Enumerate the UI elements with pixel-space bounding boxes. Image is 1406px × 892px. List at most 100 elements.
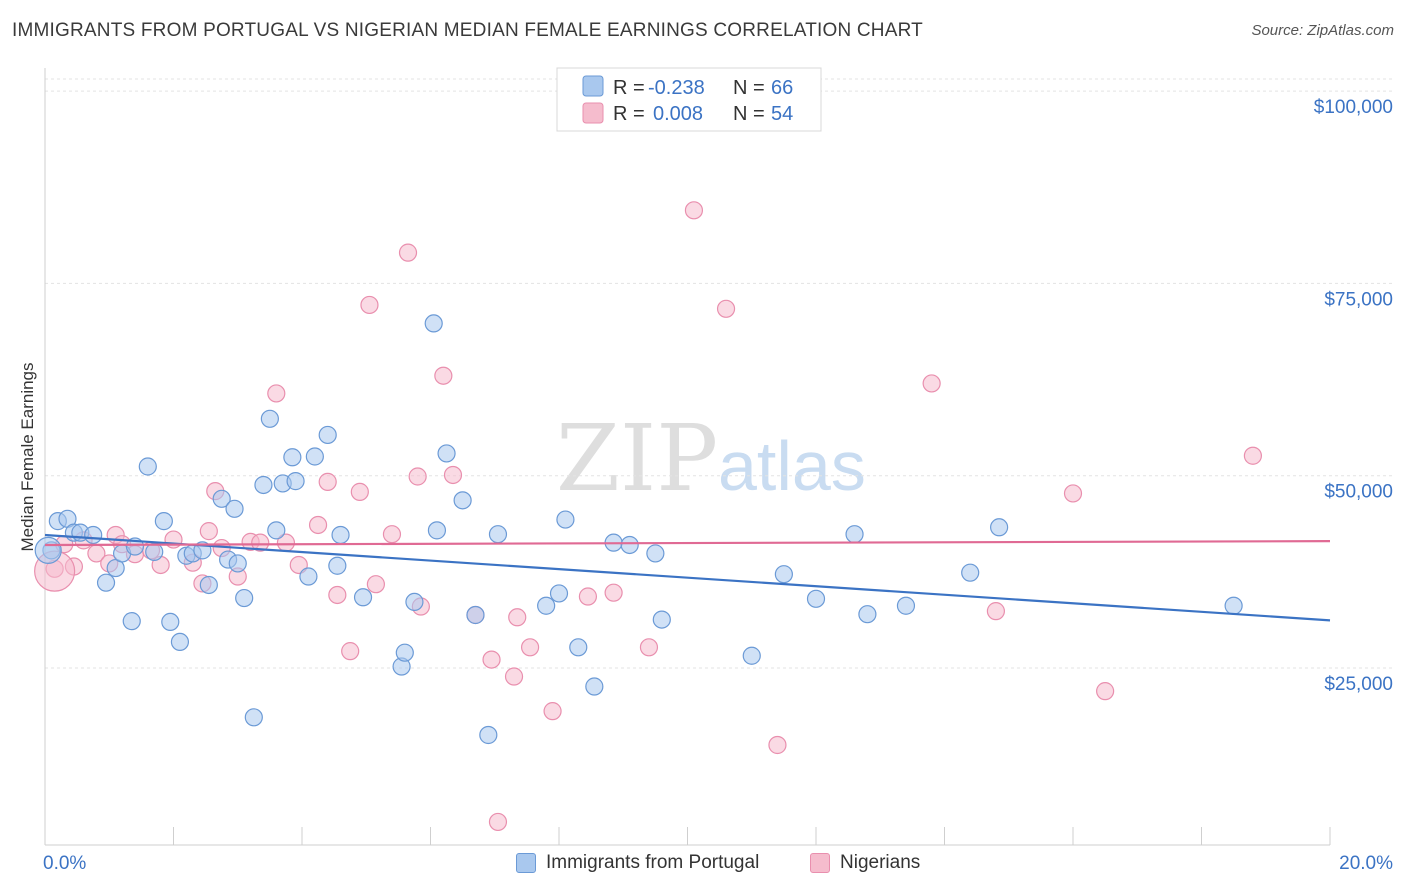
nigerians-point <box>922 374 941 393</box>
nigerians-point <box>488 812 508 832</box>
nigerians-point <box>504 667 524 686</box>
portugal-point <box>488 525 508 544</box>
legend-r-label-2: R = <box>613 103 645 125</box>
portugal-point <box>652 610 671 629</box>
trend-lines <box>44 533 1331 622</box>
portugal-point <box>569 638 588 657</box>
bottom-legend-label-portugal: Immigrants from Portugal <box>546 852 760 873</box>
nigerians-point <box>1063 484 1083 503</box>
bottom-legend-portugal: Immigrants from Portugal <box>516 852 759 874</box>
legend-r-label-1: R = <box>613 77 645 99</box>
portugal-point <box>858 605 877 624</box>
legend-n-label-1: N = <box>733 77 765 99</box>
x-tick-label-max: 20.0% <box>1339 853 1393 874</box>
nigerians-point <box>716 299 736 318</box>
portugal-point <box>1224 596 1243 615</box>
portugal-point <box>260 409 279 428</box>
nigerians-points <box>34 201 1263 832</box>
nigerians-point <box>1243 446 1263 465</box>
portugal-point <box>424 314 443 333</box>
portugal-point <box>453 491 472 510</box>
nigerians-point <box>639 638 659 657</box>
portugal-point <box>537 596 556 615</box>
nigerians-point <box>520 638 540 657</box>
portugal-point <box>283 448 302 467</box>
y-tick-labels: $25,000 $50,000 $75,000 $100,000 <box>1314 97 1393 695</box>
portugal-points <box>34 314 1243 745</box>
nigerians-point <box>360 295 379 315</box>
portugal-point <box>286 472 305 491</box>
nigerians-point <box>604 583 623 602</box>
portugal-point <box>225 499 244 518</box>
portugal-point <box>806 589 826 608</box>
nigerians-point <box>543 702 562 721</box>
legend-swatch-portugal <box>582 75 604 97</box>
nigerians-point <box>408 467 427 486</box>
portugal-point <box>267 521 286 540</box>
legend-r-value-1: -0.238 <box>648 77 705 99</box>
chart-title: IMMIGRANTS FROM PORTUGAL VS NIGERIAN MED… <box>12 20 923 41</box>
portugal-point <box>331 525 350 545</box>
portugal-point <box>305 447 324 466</box>
nigerians-point <box>443 465 463 485</box>
nigerians-point <box>986 602 1006 621</box>
nigerians-point <box>382 525 402 544</box>
portugal-point <box>405 592 424 611</box>
legend-n-value-1: 66 <box>771 77 793 99</box>
legend-n-label-2: N = <box>733 103 765 125</box>
y-tick-label: $25,000 <box>1324 674 1393 695</box>
portugal-point <box>990 518 1009 537</box>
portugal-point <box>122 612 141 631</box>
portugal-point <box>244 708 263 727</box>
portugal-point <box>845 525 864 544</box>
nigerians-point <box>578 587 598 606</box>
portugal-point <box>170 632 190 652</box>
portugal-point <box>585 677 604 696</box>
y-tick-label: $75,000 <box>1324 289 1393 310</box>
nigerians-point <box>199 522 218 541</box>
portugal-point <box>318 425 337 445</box>
bottom-legend-nigerians: Nigerians <box>810 852 920 874</box>
portugal-point <box>353 588 373 607</box>
bottom-legend-label-nigerians: Nigerians <box>840 852 921 873</box>
nigerians-point <box>768 735 787 755</box>
x-tick-label-min: 0.0% <box>43 853 86 874</box>
portugal-point <box>896 596 916 615</box>
nigerians-point <box>318 472 337 491</box>
y-tick-label: $50,000 <box>1324 482 1393 503</box>
watermark-atlas: atlas <box>718 427 866 505</box>
portugal-point <box>84 525 103 545</box>
watermark-zip: ZIP <box>556 405 718 512</box>
portugal-point <box>154 512 173 531</box>
portugal-point <box>466 605 485 625</box>
portugal-point <box>479 725 498 745</box>
chart-source: Source: ZipAtlas.com <box>1251 22 1394 39</box>
portugal-point <box>138 457 157 476</box>
portugal-point <box>549 584 569 603</box>
portugal-point <box>437 444 456 463</box>
portugal-point <box>556 510 575 529</box>
portugal-trend-line <box>44 533 1331 622</box>
portugal-point <box>620 535 639 555</box>
portugal-cluster-point <box>34 536 62 564</box>
nigerians-point <box>398 243 418 262</box>
nigerians-point <box>434 366 453 385</box>
nigerians-point <box>684 201 704 220</box>
y-tick-label: $100,000 <box>1314 97 1393 118</box>
portugal-point <box>427 521 447 540</box>
portugal-point <box>774 565 793 584</box>
legend-r-value-2: 0.008 <box>653 103 703 125</box>
nigerians-point <box>1096 682 1115 701</box>
nigerians-point <box>341 642 360 661</box>
nigerians-point <box>366 575 385 594</box>
x-ticks <box>44 827 1331 845</box>
nigerians-point <box>251 533 270 552</box>
portugal-point <box>299 567 318 586</box>
nigerians-point <box>267 384 286 403</box>
portugal-point <box>212 489 231 508</box>
portugal-point <box>145 542 164 561</box>
nigerians-point <box>328 585 347 605</box>
portugal-point <box>328 556 347 575</box>
y-axis-title: Median Female Earnings <box>18 363 37 552</box>
